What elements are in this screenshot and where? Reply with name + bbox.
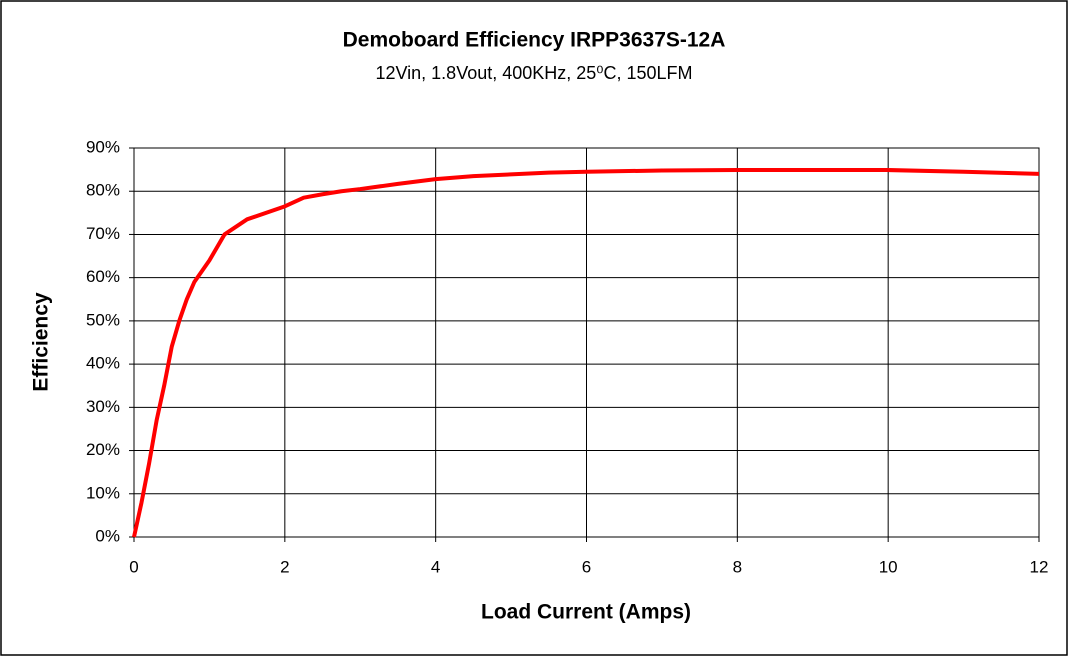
- x-tick-label: 8: [733, 557, 742, 576]
- x-tick-label: 0: [129, 557, 138, 576]
- x-axis-title: Load Current (Amps): [481, 601, 691, 624]
- chart-title: Demoboard Efficiency IRPP3637S-12A: [343, 29, 726, 52]
- y-tick-label: 50%: [86, 310, 120, 329]
- y-tick-label: 90%: [86, 137, 120, 156]
- x-tick-label: 2: [280, 557, 289, 576]
- y-tick-label: 80%: [86, 181, 120, 200]
- y-tick-label: 10%: [86, 483, 120, 502]
- y-tick-label: 30%: [86, 397, 120, 416]
- y-tick-label: 0%: [95, 526, 120, 545]
- y-tick-label: 20%: [86, 440, 120, 459]
- x-tick-label: 12: [1030, 557, 1049, 576]
- x-tick-label: 10: [879, 557, 898, 576]
- x-tick-label: 6: [582, 557, 591, 576]
- y-axis-title: Efficiency: [30, 292, 53, 392]
- y-tick-label: 60%: [86, 267, 120, 286]
- x-tick-label: 4: [431, 557, 440, 576]
- chart-subtitle: 12Vin, 1.8Vout, 400KHz, 25⁰C, 150LFM: [375, 63, 692, 83]
- y-tick-label: 70%: [86, 224, 120, 243]
- y-tick-label: 40%: [86, 354, 120, 373]
- efficiency-line: [132, 168, 1040, 538]
